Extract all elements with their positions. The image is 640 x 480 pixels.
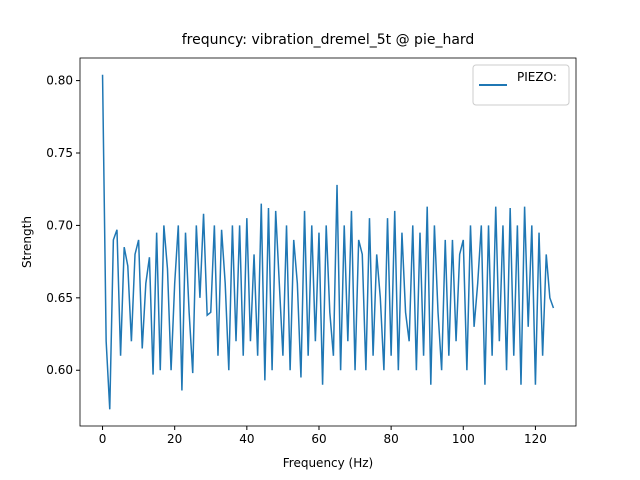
x-tick-label: 100 bbox=[452, 432, 475, 446]
x-tick-label: 20 bbox=[167, 432, 182, 446]
legend-box bbox=[472, 64, 570, 106]
x-tick-label: 40 bbox=[239, 432, 254, 446]
y-tick-label: 0.70 bbox=[46, 218, 73, 232]
x-axis-label: Frequency (Hz) bbox=[283, 456, 374, 470]
x-tick-label: 60 bbox=[311, 432, 326, 446]
y-tick-label: 0.60 bbox=[46, 363, 73, 377]
data-line bbox=[101, 74, 555, 410]
legend-label: PIEZO: bbox=[517, 70, 557, 84]
y-tick-label: 0.80 bbox=[46, 74, 73, 88]
x-tick-label: 120 bbox=[524, 432, 547, 446]
x-tick-label: 80 bbox=[383, 432, 398, 446]
x-tick-label: 0 bbox=[99, 432, 107, 446]
y-tick-label: 0.75 bbox=[46, 146, 73, 160]
chart-title: frequncy: vibration_dremel_5t @ pie_hard bbox=[182, 32, 475, 48]
y-tick-label: 0.65 bbox=[46, 291, 73, 305]
y-axis-label: Strength bbox=[20, 216, 34, 268]
axes-frame bbox=[79, 57, 577, 427]
